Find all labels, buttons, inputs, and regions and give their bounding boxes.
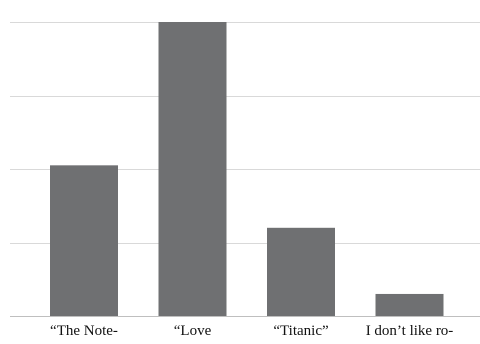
x-tick-label-2: “Love bbox=[174, 323, 212, 339]
bar-3 bbox=[267, 227, 335, 316]
x-tick-label-1: “The Note- bbox=[50, 323, 118, 339]
x-tick-label-3: “Titanic” bbox=[273, 323, 328, 339]
bar-4 bbox=[375, 293, 444, 316]
bar-1 bbox=[50, 165, 118, 316]
x-tick-labels: “The Note- “Love “Titanic” I don’t like ro- bbox=[50, 323, 453, 339]
bar-2 bbox=[158, 22, 227, 316]
x-tick-label-4: I don’t like ro- bbox=[366, 323, 454, 339]
bar-layer bbox=[50, 22, 444, 316]
